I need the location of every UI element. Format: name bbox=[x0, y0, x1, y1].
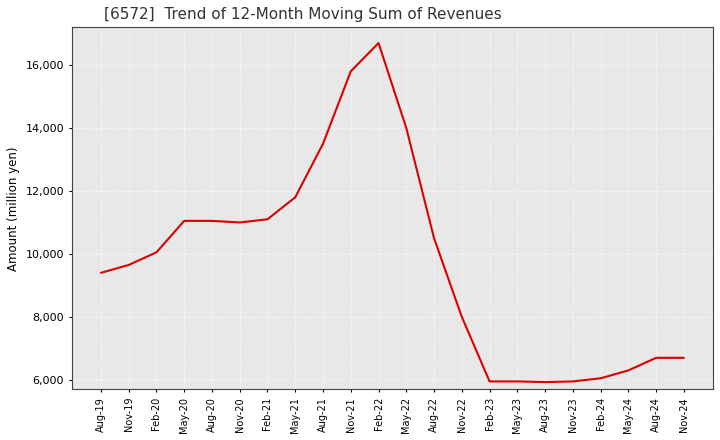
Text: [6572]  Trend of 12-Month Moving Sum of Revenues: [6572] Trend of 12-Month Moving Sum of R… bbox=[104, 7, 502, 22]
Y-axis label: Amount (million yen): Amount (million yen) bbox=[7, 146, 20, 271]
